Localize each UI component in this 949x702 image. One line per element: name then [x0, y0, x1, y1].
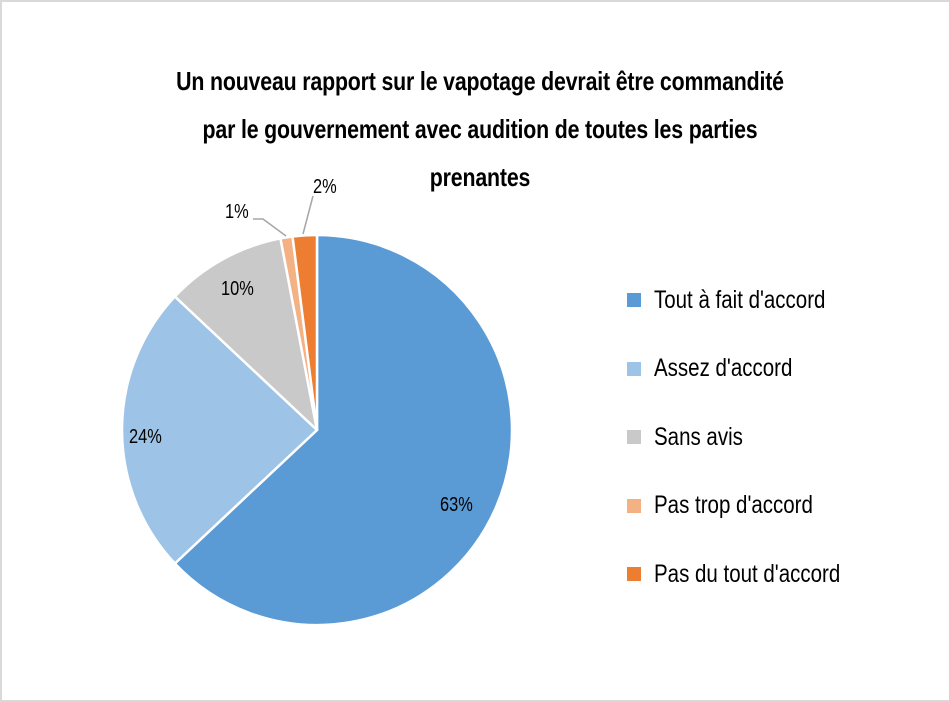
leader-line-pas-du-tout	[302, 195, 314, 235]
legend-swatch	[627, 498, 641, 513]
legend-item-pas-du-tout: Pas du tout d'accord	[627, 557, 881, 591]
legend-label: Sans avis	[654, 422, 743, 451]
legend-label: Assez d'accord	[654, 354, 793, 382]
data-labels: 63% 24% 10% 1% 2%	[129, 174, 473, 515]
pie-slice-pas-du-tout	[291, 233, 319, 432]
legend-item-tout-a-fait: Tout à fait d'accord	[627, 283, 881, 317]
legend-label: Pas du tout d'accord	[654, 559, 841, 588]
chart-title-line-2: par le gouvernement avec audition de tou…	[202, 114, 758, 144]
pie-slices	[120, 233, 514, 627]
legend-item-pas-trop: Pas trop d'accord	[627, 489, 881, 523]
pie-slice-tout-a-fait	[173, 233, 514, 627]
data-label-sans-avis: 10%	[221, 276, 254, 299]
leader-line-pas-trop	[253, 218, 287, 237]
leader-lines	[253, 195, 314, 237]
chart-title-line-1: Un nouveau rapport sur le vapotage devra…	[176, 66, 784, 96]
pie-slice-assez	[120, 295, 319, 565]
legend-swatch	[627, 293, 641, 307]
legend-swatch	[627, 361, 641, 376]
data-label-assez: 24%	[129, 424, 162, 447]
data-label-pas-trop: 1%	[225, 199, 249, 222]
legend-swatch	[627, 567, 641, 581]
data-label-pas-du-tout: 2%	[313, 174, 337, 197]
legend-label: Tout à fait d'accord	[654, 285, 826, 314]
chart-title-line-3: prenantes	[429, 162, 531, 192]
chart-title: Un nouveau rapport sur le vapotage devra…	[152, 57, 808, 201]
legend: Tout à fait d'accord Assez d'accord Sans…	[627, 283, 881, 626]
data-label-tout-a-fait: 63%	[440, 492, 473, 515]
pie-slice-sans-avis	[173, 237, 319, 432]
legend-item-sans-avis: Sans avis	[627, 420, 881, 454]
legend-label: Pas trop d'accord	[654, 491, 813, 519]
legend-item-assez: Assez d'accord	[627, 352, 881, 386]
legend-swatch	[627, 430, 641, 444]
